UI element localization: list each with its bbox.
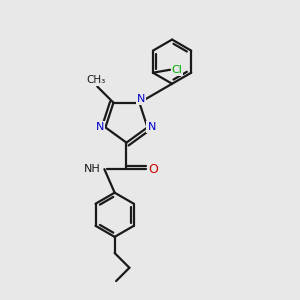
- Text: N: N: [136, 94, 145, 104]
- Text: Cl: Cl: [172, 65, 182, 75]
- Text: N: N: [96, 122, 104, 132]
- Text: NH: NH: [83, 164, 100, 174]
- Text: CH₃: CH₃: [86, 75, 106, 85]
- Text: N: N: [147, 122, 156, 132]
- Text: O: O: [148, 163, 158, 176]
